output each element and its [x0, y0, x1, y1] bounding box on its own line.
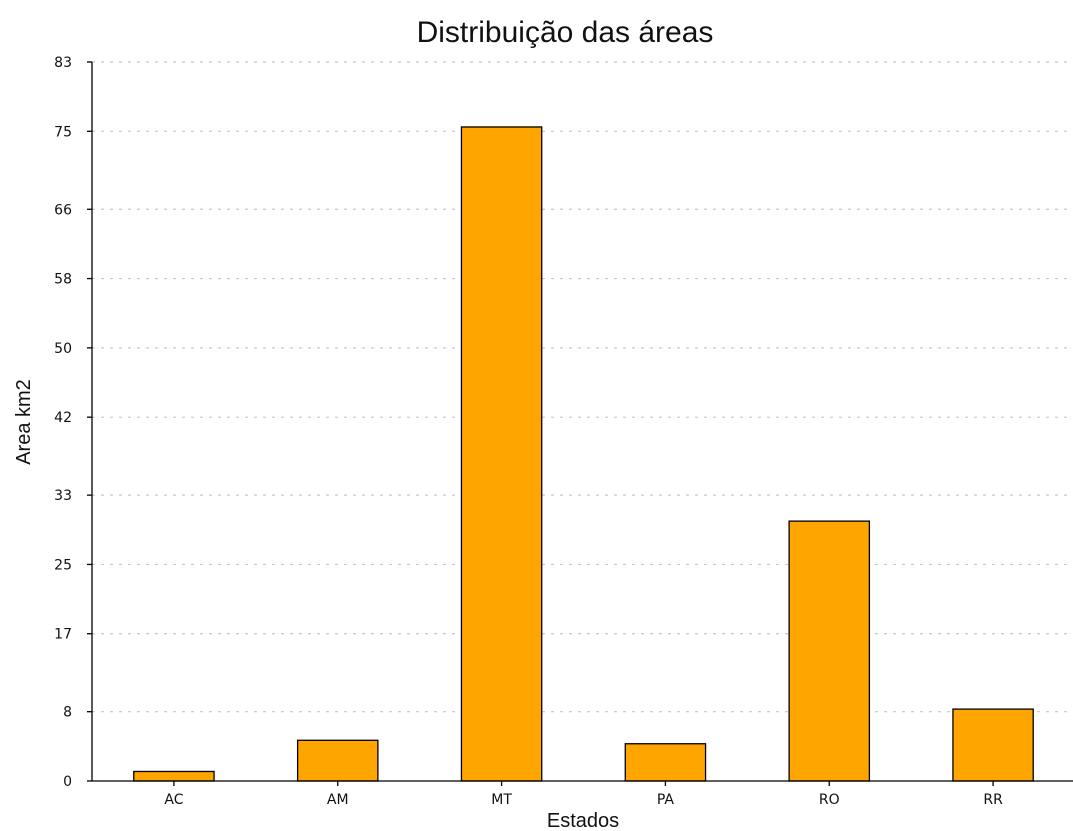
y-tick-label: 42	[54, 410, 72, 426]
bar-ro	[788, 520, 871, 782]
y-tick-label: 50	[54, 341, 72, 357]
x-tick-label: AC	[164, 792, 183, 808]
y-tick-label: 66	[54, 202, 72, 218]
chart-title: Distribuição das áreas	[417, 16, 714, 49]
x-tick-label: RO	[819, 792, 840, 808]
y-tick-label: 25	[54, 557, 72, 573]
x-tick-label: MT	[491, 792, 512, 808]
y-tick-label: 75	[54, 124, 72, 140]
y-tick-label: 83	[54, 55, 72, 71]
y-tick-label: 33	[54, 488, 72, 504]
y-axis-label: Area km2	[13, 379, 35, 465]
y-tick-label: 8	[63, 705, 72, 721]
x-axis-label: Estados	[547, 810, 619, 831]
bar-mt	[460, 126, 543, 782]
y-tick-label: 0	[63, 774, 72, 790]
bar-ac	[133, 770, 215, 782]
bar-pa	[624, 743, 707, 782]
y-axis-ticks: 0 8 17 25 33 42 50 58 66 75 83	[54, 55, 92, 790]
bars	[133, 126, 1034, 782]
y-tick-label: 17	[54, 627, 72, 643]
gridlines	[92, 61, 1073, 713]
bar-rr	[952, 708, 1034, 782]
x-tick-label: PA	[657, 792, 675, 808]
x-axis-ticks: AC AM MT PA RO RR	[164, 781, 1003, 808]
x-tick-label: AM	[327, 792, 349, 808]
bar-am	[296, 739, 379, 782]
x-tick-label: RR	[983, 792, 1003, 808]
y-tick-label: 58	[54, 272, 72, 288]
